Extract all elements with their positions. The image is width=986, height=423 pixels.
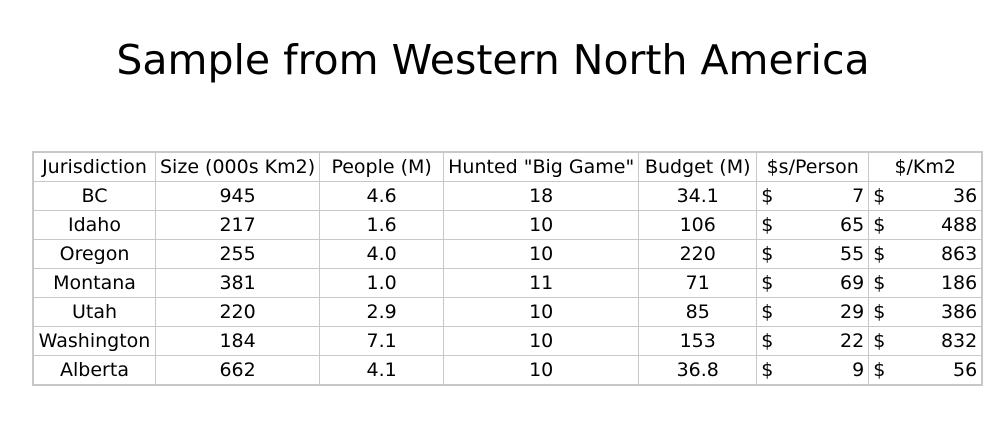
cell-budget: 85 — [638, 297, 758, 327]
currency-value: 832 — [940, 330, 978, 352]
header-row: Jurisdiction Size (000s Km2) People (M) … — [33, 152, 983, 182]
currency-value: 65 — [840, 214, 865, 236]
cell-per-km2: $488 — [868, 210, 983, 240]
cell-jurisdiction: Montana — [33, 268, 156, 298]
cell-budget: 71 — [638, 268, 758, 298]
cell-per-km2: $186 — [868, 268, 983, 298]
currency-symbol: $ — [761, 214, 774, 236]
currency-symbol: $ — [873, 243, 886, 265]
cell-size: 255 — [154, 239, 321, 269]
header-per-person: $s/Person — [756, 152, 870, 182]
cell-per-km2: $36 — [868, 181, 983, 211]
currency-symbol: $ — [761, 301, 774, 323]
cell-jurisdiction: Oregon — [33, 239, 156, 269]
header-per-km2: $/Km2 — [868, 152, 983, 182]
cell-people: 4.0 — [319, 239, 445, 269]
cell-size: 217 — [154, 210, 321, 240]
currency-symbol: $ — [761, 185, 774, 207]
cell-per-km2: $863 — [868, 239, 983, 269]
table-row: Utah 220 2.9 10 85 $29 $386 — [33, 297, 983, 327]
currency-value: 22 — [840, 330, 865, 352]
cell-jurisdiction: Idaho — [33, 210, 156, 240]
table-row: Washington 184 7.1 10 153 $22 $832 — [33, 326, 983, 356]
cell-hunted: 10 — [443, 210, 640, 240]
table-row: Oregon 255 4.0 10 220 $55 $863 — [33, 239, 983, 269]
currency-value: 36 — [953, 185, 978, 207]
table-row: Idaho 217 1.6 10 106 $65 $488 — [33, 210, 983, 240]
data-table: Jurisdiction Size (000s Km2) People (M) … — [31, 151, 984, 386]
cell-jurisdiction: Washington — [33, 326, 156, 356]
cell-budget: 106 — [638, 210, 758, 240]
header-jurisdiction: Jurisdiction — [33, 152, 156, 182]
currency-symbol: $ — [873, 359, 886, 381]
currency-symbol: $ — [873, 301, 886, 323]
cell-people: 1.0 — [319, 268, 445, 298]
cell-per-person: $7 — [756, 181, 870, 211]
header-people: People (M) — [319, 152, 445, 182]
currency-value: 488 — [940, 214, 978, 236]
currency-symbol: $ — [761, 330, 774, 352]
cell-people: 7.1 — [319, 326, 445, 356]
currency-value: 56 — [953, 359, 978, 381]
cell-per-km2: $56 — [868, 355, 983, 385]
cell-jurisdiction: Utah — [33, 297, 156, 327]
currency-value: 69 — [840, 272, 865, 294]
currency-symbol: $ — [873, 272, 886, 294]
cell-per-person: $69 — [756, 268, 870, 298]
cell-hunted: 11 — [443, 268, 640, 298]
cell-size: 945 — [154, 181, 321, 211]
cell-per-km2: $832 — [868, 326, 983, 356]
header-size: Size (000s Km2) — [154, 152, 321, 182]
header-hunted: Hunted "Big Game" — [443, 152, 640, 182]
cell-hunted: 18 — [443, 181, 640, 211]
cell-hunted: 10 — [443, 355, 640, 385]
currency-value: 55 — [840, 243, 865, 265]
cell-jurisdiction: Alberta — [33, 355, 156, 385]
cell-per-person: $29 — [756, 297, 870, 327]
cell-budget: 34.1 — [638, 181, 758, 211]
cell-per-person: $22 — [756, 326, 870, 356]
currency-value: 186 — [940, 272, 978, 294]
currency-value: 9 — [852, 359, 865, 381]
cell-hunted: 10 — [443, 297, 640, 327]
currency-symbol: $ — [873, 330, 886, 352]
currency-symbol: $ — [761, 243, 774, 265]
table-row: Montana 381 1.0 11 71 $69 $186 — [33, 268, 983, 298]
table-row: Alberta 662 4.1 10 36.8 $9 $56 — [33, 355, 983, 385]
cell-jurisdiction: BC — [33, 181, 156, 211]
cell-people: 2.9 — [319, 297, 445, 327]
currency-value: 386 — [940, 301, 978, 323]
cell-budget: 153 — [638, 326, 758, 356]
currency-symbol: $ — [873, 185, 886, 207]
cell-people: 1.6 — [319, 210, 445, 240]
table-body: BC 945 4.6 18 34.1 $7 $36 Idaho 217 1.6 10 106 $65 $4… — [33, 181, 983, 385]
cell-hunted: 10 — [443, 326, 640, 356]
cell-people: 4.1 — [319, 355, 445, 385]
cell-hunted: 10 — [443, 239, 640, 269]
currency-value: 29 — [840, 301, 865, 323]
cell-size: 184 — [154, 326, 321, 356]
cell-size: 662 — [154, 355, 321, 385]
currency-symbol: $ — [873, 214, 886, 236]
cell-size: 220 — [154, 297, 321, 327]
cell-size: 381 — [154, 268, 321, 298]
cell-per-person: $55 — [756, 239, 870, 269]
currency-symbol: $ — [761, 272, 774, 294]
currency-symbol: $ — [761, 359, 774, 381]
cell-per-person: $9 — [756, 355, 870, 385]
table-row: BC 945 4.6 18 34.1 $7 $36 — [33, 181, 983, 211]
cell-per-person: $65 — [756, 210, 870, 240]
cell-per-km2: $386 — [868, 297, 983, 327]
header-budget: Budget (M) — [638, 152, 758, 182]
cell-budget: 36.8 — [638, 355, 758, 385]
cell-budget: 220 — [638, 239, 758, 269]
currency-value: 7 — [852, 185, 865, 207]
currency-value: 863 — [940, 243, 978, 265]
page-title: Sample from Western North America — [116, 36, 870, 84]
cell-people: 4.6 — [319, 181, 445, 211]
